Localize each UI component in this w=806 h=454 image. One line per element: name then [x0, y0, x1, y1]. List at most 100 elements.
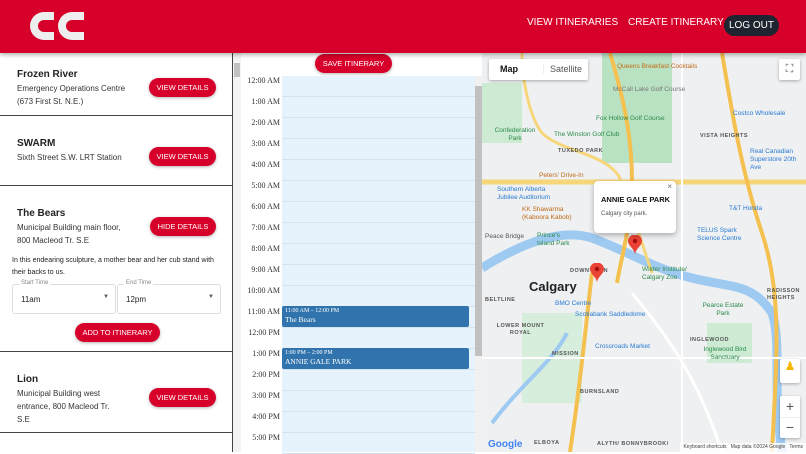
hour-gridline [282, 96, 475, 97]
end-time-select[interactable]: End Time 12pm ▼ [117, 280, 221, 314]
terms-link[interactable]: Terms [789, 444, 803, 450]
start-time-select[interactable]: Start Time 11am ▼ [12, 280, 116, 314]
end-time-value: 12pm [126, 295, 147, 304]
map-label[interactable]: Peters' Drive-In [539, 172, 584, 179]
map-label[interactable]: Costco Wholesale [733, 110, 786, 117]
hour-gridline [282, 138, 475, 139]
hour-gridline [282, 264, 475, 265]
map-marker-icon[interactable] [628, 235, 642, 255]
artwork-title: SWARM [17, 138, 56, 149]
nav-create-itinerary[interactable]: CREATE ITINERARY [628, 17, 724, 28]
map-label: ELBOYA [534, 440, 560, 446]
hour-gridline [282, 285, 475, 286]
hour-label: 12:00 AM [247, 76, 280, 85]
map-label[interactable]: Pearce Estate Park [702, 302, 744, 317]
hour-label: 3:00 PM [252, 391, 280, 400]
calgary-compass-logo[interactable] [26, 8, 86, 44]
keyboard-shortcuts-link[interactable]: Keyboard shortcuts [683, 444, 727, 450]
map-label[interactable]: Peace Bridge [485, 233, 525, 240]
view-details-button[interactable]: VIEW DETAILS [149, 388, 216, 407]
map-label[interactable]: Scotiabank Saddledome [575, 311, 646, 318]
zoom-control: + − [780, 396, 800, 438]
fullscreen-icon[interactable]: ⛶ [779, 59, 800, 80]
map-label[interactable]: The Winston Golf Club [554, 131, 620, 138]
hide-details-button[interactable]: HIDE DETAILS [150, 217, 216, 236]
info-title: ANNIE GALE PARK [601, 195, 671, 204]
artwork-title: The Bears [17, 208, 66, 219]
start-time-label: Start Time [19, 280, 51, 286]
hour-label: 2:00 AM [251, 118, 280, 127]
map-label[interactable]: McCall Lake Golf Course [613, 86, 686, 93]
scrollbar-thumb[interactable] [475, 86, 482, 356]
map-label[interactable]: KK Shawarma (Kaboora Kabob) [522, 206, 572, 221]
close-icon[interactable]: × [667, 182, 672, 191]
zoom-in-icon[interactable]: + [785, 398, 795, 414]
map-label: TUXEDO PARK [558, 148, 604, 154]
info-text: Calgary city park. [601, 211, 648, 217]
map-label[interactable]: TELUS Spark Science Centre [697, 227, 742, 242]
city-label: Calgary [529, 279, 577, 294]
map-label: MISSION [552, 351, 579, 357]
info-window: × ANNIE GALE PARK Calgary city park. [594, 181, 676, 233]
artwork-title: Lion [17, 374, 39, 385]
calendar-scrollbar[interactable] [475, 76, 482, 452]
map-label: BURNSLAND [580, 389, 620, 395]
save-itinerary-button[interactable]: SAVE ITINERARY [315, 54, 392, 73]
artwork-location: Sixth Street S.W. LRT Station [17, 153, 122, 162]
map-label[interactable]: T&T Honda [729, 205, 763, 212]
logout-button[interactable]: LOG OUT [724, 15, 779, 36]
view-details-button[interactable]: VIEW DETAILS [149, 78, 216, 97]
event-title: ANNIE GALE PARK [285, 357, 352, 366]
pegman-icon[interactable]: ♟ [780, 359, 800, 383]
hour-label: 1:00 PM [252, 349, 280, 358]
map-label: VISTA HEIGHTS [700, 133, 749, 139]
artwork-location: Municipal Building west entrance, 800 Ma… [17, 389, 110, 424]
hour-gridline [282, 180, 475, 181]
map-label[interactable]: Southern Alberta Jubilee Auditorium [497, 186, 551, 201]
map-label: ALYTH/ BONNYBROOK/ [597, 441, 669, 447]
nav-view-itineraries[interactable]: VIEW ITINERARIES [527, 17, 619, 28]
map-label[interactable]: Wilder Institute/ Calgary Zoo [642, 266, 687, 281]
hour-label: 11:00 AM [247, 307, 280, 316]
map-label[interactable]: Inglewood Bird Sanctuary [703, 346, 747, 361]
calendar-event[interactable]: 1:00 PM – 2:00 PM ANNIE GALE PARK [282, 348, 469, 369]
calendar-event[interactable]: 11:00 AM – 12:00 PM The Bears [282, 306, 469, 327]
artwork-description: In this endearing sculpture, a mother be… [12, 257, 214, 276]
hour-label: 1:00 AM [251, 97, 280, 106]
start-time-value: 11am [21, 295, 41, 304]
map-label[interactable]: Fox Hollow Golf Course [596, 115, 665, 122]
calendar-day-column[interactable] [282, 76, 475, 454]
hour-gridline [282, 369, 475, 370]
end-time-label: End Time [124, 280, 154, 286]
hour-gridline [282, 243, 475, 244]
map-tab[interactable]: Map [500, 64, 518, 74]
hour-label: 3:00 AM [251, 139, 280, 148]
map-label: RADISSON HEIGHTS [767, 288, 801, 301]
google-map[interactable]: Map Satellite ⛶ Queens Breakfast Cocktai… [482, 53, 806, 452]
map-type-control: Map Satellite [489, 59, 588, 80]
hour-label: 10:00 AM [247, 286, 280, 295]
hour-label: 4:00 AM [251, 160, 280, 169]
list-scrollbar[interactable] [233, 53, 241, 452]
zoom-out-icon[interactable]: − [780, 417, 800, 438]
add-to-itinerary-button[interactable]: ADD TO ITINERARY [75, 323, 160, 342]
google-logo: Google [488, 439, 523, 450]
satellite-tab[interactable]: Satellite [543, 64, 582, 74]
view-details-button[interactable]: VIEW DETAILS [149, 147, 216, 166]
map-label[interactable]: Crossroads Market [595, 343, 650, 350]
event-time: 11:00 AM – 12:00 PM [285, 308, 340, 314]
map-label[interactable]: Confederation Park [494, 127, 536, 142]
map-label[interactable]: Prince's Island Park [537, 232, 570, 247]
hour-gridline [282, 201, 475, 202]
hour-gridline [282, 159, 475, 160]
scrollbar-thumb[interactable] [234, 63, 240, 77]
event-title: The Bears [285, 315, 316, 324]
map-label[interactable]: Real Canadian Superstore 20th Ave [750, 148, 797, 171]
map-label[interactable]: BMO Centre [555, 300, 592, 307]
hour-gridline [282, 432, 475, 433]
map-label[interactable]: Queens Breakfast Cocktails [617, 63, 698, 70]
hour-label: 5:00 AM [251, 181, 280, 190]
map-label: INGLEWOOD [690, 337, 730, 343]
map-marker-icon[interactable] [590, 263, 604, 283]
artwork-card: Frozen River Emergency Operations Centre… [0, 53, 232, 116]
